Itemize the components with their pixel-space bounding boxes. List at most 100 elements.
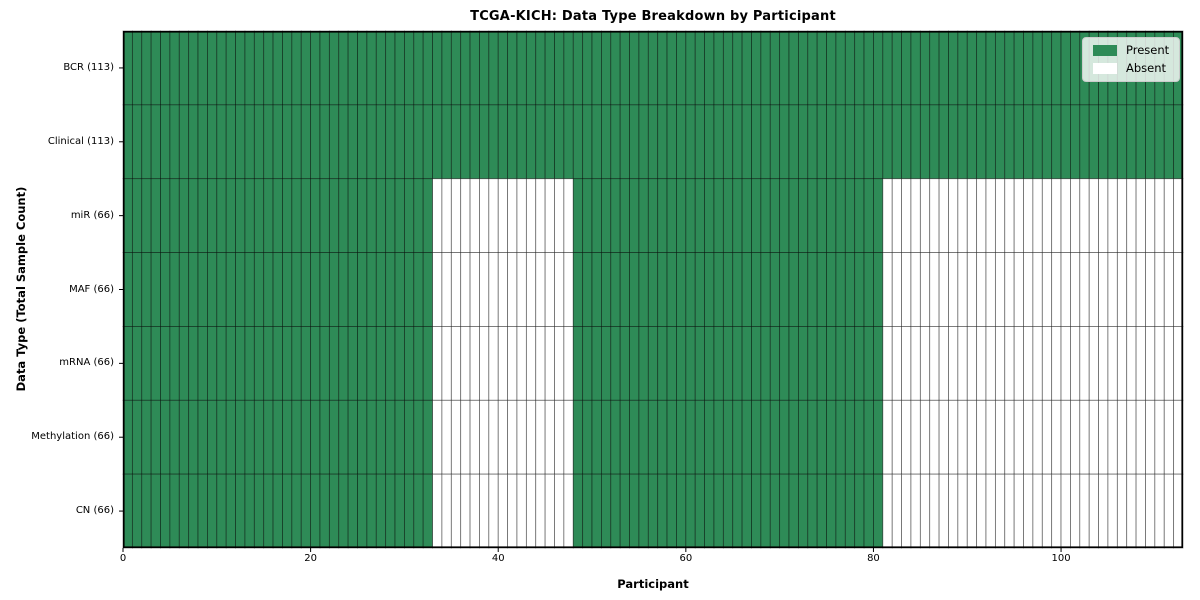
- heatmap-cell: [544, 178, 555, 253]
- heatmap-cell: [413, 326, 424, 401]
- heatmap-cell: [253, 30, 265, 106]
- heatmap-cell: [1088, 178, 1099, 253]
- heatmap-cell: [704, 473, 715, 549]
- heatmap-cell: [188, 178, 199, 253]
- heatmap-cell: [422, 326, 433, 401]
- heatmap-cell: [404, 326, 415, 401]
- heatmap-cell: [1107, 326, 1118, 401]
- heatmap-cell: [797, 399, 809, 475]
- heatmap-cell: [901, 473, 912, 549]
- heatmap-cell: [197, 178, 208, 253]
- heatmap-cell: [957, 178, 968, 253]
- legend-item-absent: Absent: [1093, 62, 1169, 75]
- heatmap-cell: [591, 399, 602, 475]
- heatmap-cell: [676, 399, 687, 475]
- heatmap-cell: [929, 252, 940, 327]
- heatmap-cell: [1060, 30, 1071, 106]
- heatmap-cell: [685, 326, 696, 401]
- heatmap-cell: [160, 326, 171, 401]
- heatmap-cell: [216, 252, 227, 327]
- heatmap-cell: [319, 252, 330, 327]
- heatmap-cell: [713, 30, 724, 106]
- heatmap-cell: [610, 252, 621, 327]
- heatmap-cell: [948, 252, 959, 327]
- heatmap-cell: [704, 104, 715, 180]
- heatmap-cell: [647, 399, 659, 475]
- heatmap-cell: [601, 30, 612, 106]
- heatmap-cell: [751, 30, 762, 106]
- heatmap-cell: [291, 399, 302, 475]
- heatmap-cell: [150, 104, 161, 180]
- heatmap-cell: [713, 104, 724, 180]
- heatmap-cell: [873, 30, 884, 106]
- heatmap-cell: [338, 104, 349, 180]
- heatmap-cell: [713, 473, 724, 549]
- heatmap-cell: [1041, 399, 1053, 475]
- heatmap-cell: [713, 252, 724, 327]
- heatmap-cell: [291, 252, 302, 327]
- heatmap-cell: [854, 252, 865, 327]
- heatmap-cell: [788, 326, 799, 401]
- heatmap-cell: [1107, 178, 1118, 253]
- heatmap-cell: [976, 178, 987, 253]
- heatmap-cell: [169, 252, 180, 327]
- heatmap-cell: [432, 178, 443, 253]
- heatmap-cell: [1041, 104, 1053, 180]
- heatmap-cell: [507, 326, 518, 401]
- heatmap-cell: [525, 399, 537, 475]
- heatmap-cell: [694, 252, 705, 327]
- heatmap-cell: [938, 473, 949, 549]
- heatmap-cell: [385, 30, 396, 106]
- heatmap-cell: [816, 252, 827, 327]
- heatmap-cell: [394, 252, 405, 327]
- heatmap-cell: [432, 104, 443, 180]
- heatmap-cell: [319, 178, 330, 253]
- heatmap-cell: [366, 473, 377, 549]
- heatmap-cell: [985, 104, 996, 180]
- heatmap-cell: [797, 178, 809, 253]
- heatmap-cell: [619, 30, 630, 106]
- heatmap-cell: [507, 178, 518, 253]
- heatmap-cell: [235, 399, 246, 475]
- heatmap-cell: [338, 178, 349, 253]
- absent-swatch-icon: [1093, 63, 1117, 74]
- heatmap-cell: [1088, 104, 1099, 180]
- heatmap-cell: [178, 30, 190, 106]
- heatmap-cell: [741, 399, 752, 475]
- heatmap-cell: [1060, 178, 1071, 253]
- heatmap-cell: [1013, 326, 1024, 401]
- heatmap-cell: [1070, 399, 1081, 475]
- heatmap-cell: [197, 252, 208, 327]
- heatmap-cell: [910, 104, 921, 180]
- heatmap-cell: [1032, 473, 1043, 549]
- x-tick-label: 100: [1051, 553, 1071, 564]
- heatmap-cell: [394, 30, 405, 106]
- heatmap-cell: [685, 104, 696, 180]
- heatmap-cell: [366, 252, 377, 327]
- heatmap-cell: [216, 178, 227, 253]
- heatmap-cell: [676, 30, 687, 106]
- heatmap-cell: [741, 178, 752, 253]
- heatmap-cell: [441, 473, 452, 549]
- heatmap-cell: [948, 326, 959, 401]
- heatmap-cell: [479, 252, 490, 327]
- heatmap-cell: [328, 399, 340, 475]
- heatmap-cell: [235, 473, 246, 549]
- heatmap-cell: [1098, 252, 1109, 327]
- heatmap-cell: [891, 30, 902, 106]
- heatmap-cell: [591, 30, 602, 106]
- heatmap-cell: [948, 178, 959, 253]
- heatmap-cell: [525, 473, 537, 549]
- heatmap-cell: [854, 104, 865, 180]
- heatmap-cell: [225, 399, 236, 475]
- heatmap-cell: [554, 326, 565, 401]
- heatmap-cell: [638, 326, 649, 401]
- heatmap-cell: [544, 104, 555, 180]
- heatmap-cell: [835, 104, 846, 180]
- heatmap-cell: [966, 473, 978, 549]
- heatmap-cell: [591, 326, 602, 401]
- y-tick-label: CN (66): [75, 505, 114, 517]
- heatmap-cell: [385, 473, 396, 549]
- heatmap-cell: [779, 252, 790, 327]
- heatmap-cell: [610, 399, 621, 475]
